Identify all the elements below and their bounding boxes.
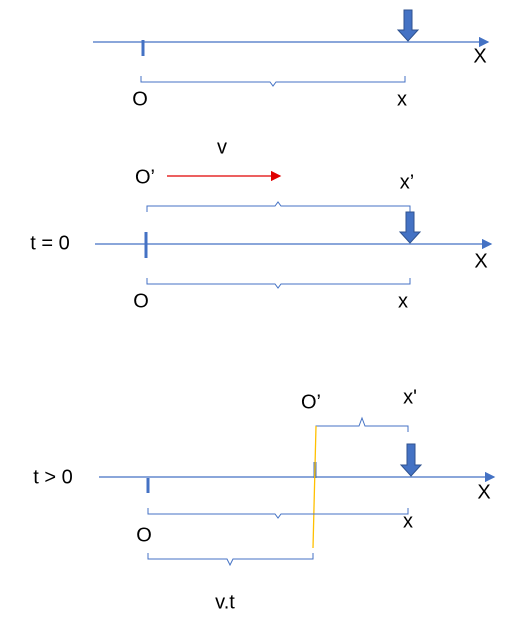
moving-origin-label: O’ [135, 166, 155, 188]
brace [147, 508, 409, 519]
origin-label: O [132, 88, 148, 110]
point-marker [399, 443, 423, 477]
displacement-label: v.t [215, 591, 235, 613]
x-axis-label: X [477, 481, 490, 503]
moving-point-label: x' [403, 386, 417, 408]
brace [140, 76, 406, 87]
point-marker [398, 211, 422, 244]
moving-origin-label: O’ [301, 391, 321, 413]
brace [146, 278, 411, 289]
brace [315, 416, 409, 432]
point-label: x [398, 290, 408, 312]
brace [146, 201, 411, 212]
guide-line [312, 425, 317, 549]
moving-point-label: x’ [400, 171, 414, 193]
origin-label: O [133, 290, 149, 312]
brace [147, 553, 314, 567]
time-label: t > 0 [33, 466, 72, 488]
time-label: t = 0 [30, 232, 69, 254]
point-label: x [397, 88, 407, 110]
point-label: x [403, 510, 413, 532]
point-marker [396, 9, 420, 42]
velocity-label: v [217, 136, 227, 158]
x-axis-label: X [474, 250, 487, 272]
x-axis-label: X [473, 45, 486, 67]
origin-label: O [136, 524, 152, 546]
